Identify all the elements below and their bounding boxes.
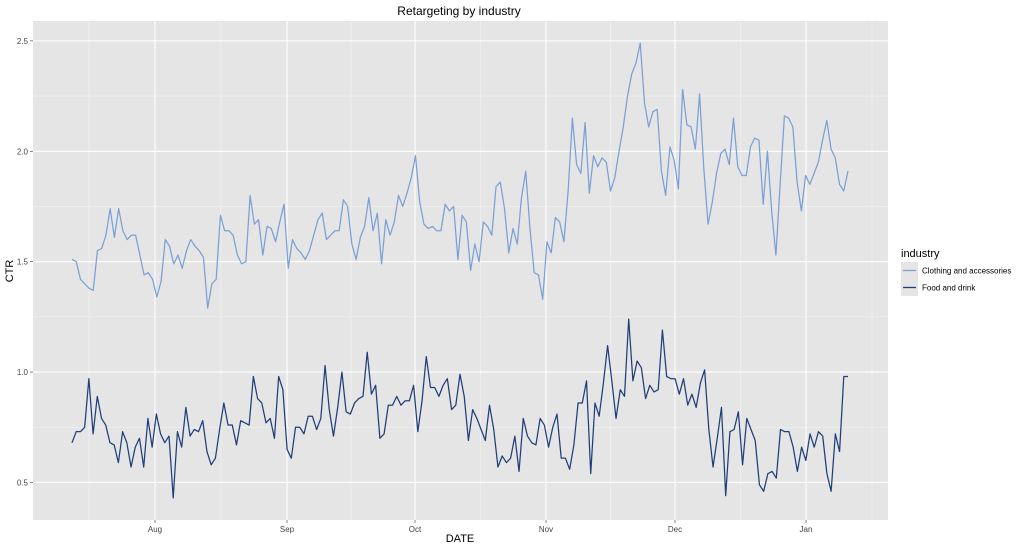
x-axis: Aug Sep Oct Nov Dec Jan (148, 520, 813, 534)
y-tick-label: 2.5 (17, 37, 29, 46)
x-axis-title: DATE (446, 533, 475, 545)
legend-title: industry (901, 248, 940, 260)
series-line-food (71, 318, 848, 499)
y-tick-label: 1.5 (17, 258, 29, 267)
y-tick-label: 0.5 (17, 478, 29, 487)
chart-title: Retargeting by industry (397, 4, 520, 18)
y-axis: 0.5 1.0 1.5 2.0 2.5 (17, 37, 33, 487)
x-tick-label: Oct (409, 525, 422, 534)
legend: industry Clothing and accessories Food a… (901, 248, 1011, 296)
x-tick-label: Dec (668, 525, 682, 534)
x-tick-label: Jan (800, 525, 813, 534)
series-layer (71, 42, 849, 499)
y-tick-label: 2.0 (17, 147, 29, 156)
y-axis-title: CTR (4, 260, 16, 283)
x-tick-label: Nov (539, 525, 553, 534)
legend-label-food: Food and drink (922, 284, 976, 293)
x-tick-label: Aug (148, 525, 162, 534)
series-line-clothing (71, 42, 849, 309)
legend-label-clothing: Clothing and accessories (922, 267, 1011, 276)
y-tick-label: 1.0 (17, 368, 29, 377)
x-tick-label: Sep (280, 525, 295, 534)
